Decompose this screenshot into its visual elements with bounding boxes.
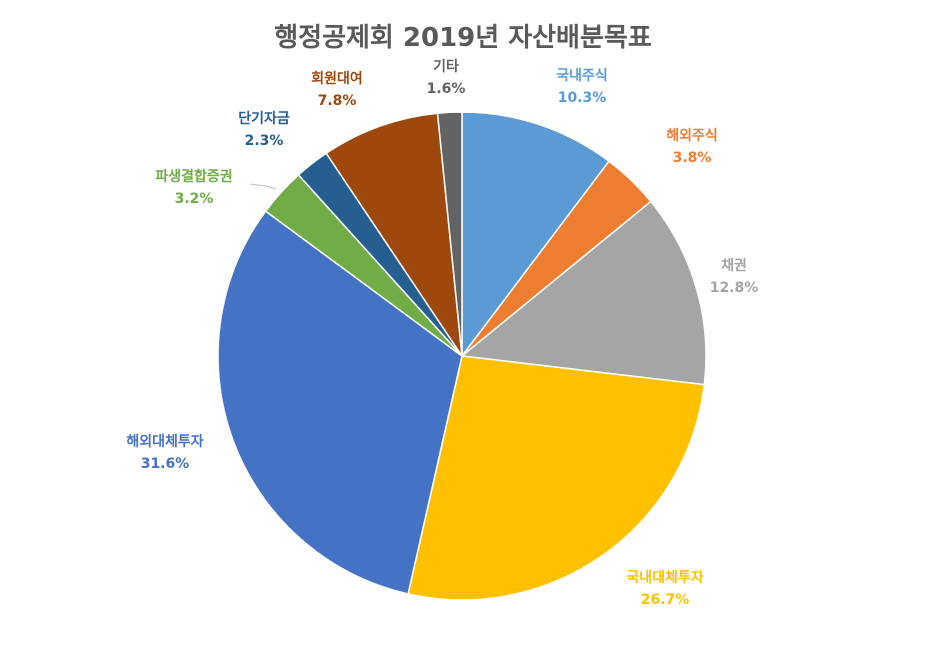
leader-line-5 [249, 183, 277, 190]
slice-label-8: 기타 1.6% [427, 59, 466, 97]
slice-value-4: 31.6% [141, 456, 190, 472]
slice-name-2: 채권 [721, 258, 747, 274]
slice-label-4: 해외대체투자 31.6% [126, 433, 203, 472]
pie-slice-3 [407, 355, 706, 601]
slice-name-1: 해외주식 [666, 127, 718, 144]
slice-value-6: 2.3% [245, 133, 284, 149]
slice-name-5: 파생결합증권 [155, 168, 232, 185]
slice-label-6: 단기자금 2.3% [238, 110, 290, 149]
pie-slice-2 [460, 200, 707, 386]
slice-value-0: 10.3% [558, 90, 607, 106]
data-labels: 국내주식 10.3% 해외주식 3.8% 채권 12.8% 국내대체투자 26.7% 해외대체투… [126, 59, 758, 608]
pie-slice-4 [217, 210, 463, 595]
pie-slice-8 [436, 111, 463, 357]
slice-name-8: 기타 [433, 59, 459, 75]
pie-slice-0 [461, 111, 611, 359]
slice-name-3: 국내대체투자 [626, 570, 703, 586]
slice-label-7: 회원대여 7.8% [311, 70, 363, 109]
slice-value-2: 12.8% [710, 280, 759, 296]
slice-label-3: 국내대체투자 26.7% [626, 570, 703, 608]
slice-name-7: 회원대여 [311, 70, 363, 87]
slice-value-3: 26.7% [641, 592, 690, 608]
slice-label-1: 해외주식 3.8% [666, 127, 718, 166]
slice-value-8: 1.6% [427, 81, 466, 97]
slice-label-0: 국내주식 10.3% [556, 68, 608, 106]
slice-value-1: 3.8% [673, 150, 712, 166]
slice-value-5: 3.2% [175, 191, 214, 207]
leader-lines [249, 183, 277, 190]
slice-label-5: 파생결합증권 3.2% [155, 168, 232, 207]
slice-label-2: 채권 12.8% [710, 258, 759, 296]
pie-slices [217, 111, 707, 601]
chart-title: 행정공제회 2019년 자산배분목표 [274, 23, 652, 53]
slice-name-4: 해외대체투자 [126, 433, 203, 450]
slice-name-0: 국내주식 [556, 68, 608, 84]
slice-value-7: 7.8% [318, 93, 357, 109]
slice-name-6: 단기자금 [238, 110, 290, 127]
pie-slice-7 [325, 112, 463, 357]
